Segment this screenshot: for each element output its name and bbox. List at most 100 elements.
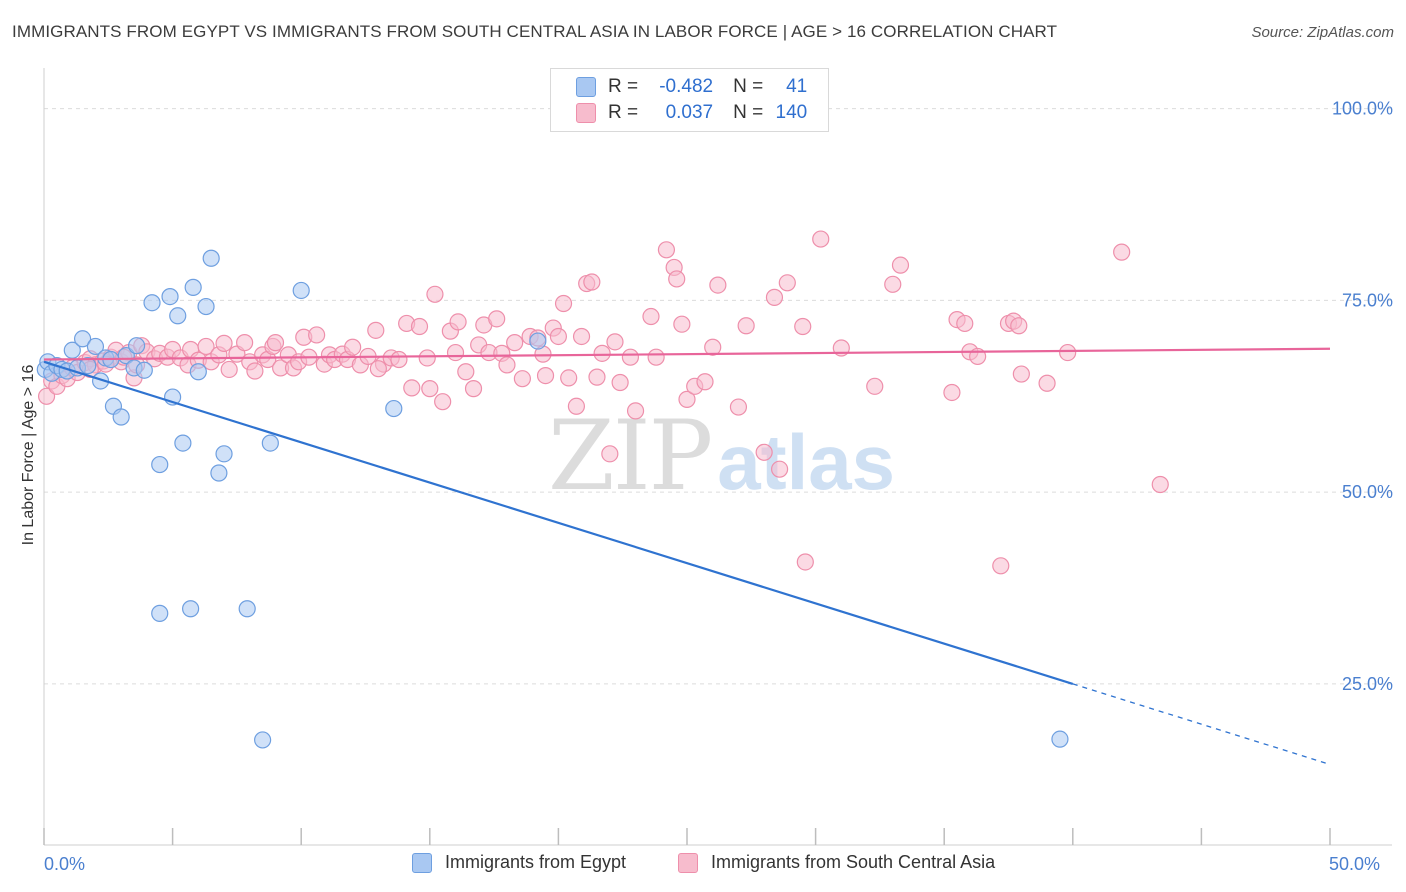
sca-point (367, 321, 385, 339)
egypt-swatch (576, 77, 596, 97)
legend-item-sca[interactable]: Immigrants from South Central Asia (678, 852, 995, 873)
sca-point (513, 370, 531, 388)
sca-point (572, 327, 591, 346)
sca-point (794, 317, 812, 336)
sca-point (657, 241, 676, 259)
sca-point (446, 343, 465, 362)
egypt-point (189, 363, 207, 381)
watermark-zip: ZIP (548, 400, 713, 512)
sca-point (770, 460, 789, 478)
egypt-point (151, 604, 169, 622)
egypt-point (210, 464, 228, 482)
egypt-point (127, 337, 146, 355)
x-tick-label: 50.0% (1329, 854, 1380, 874)
egypt-trend-extension (1072, 683, 1331, 766)
sca-point (560, 369, 578, 387)
y-tick-label: 75.0% (1342, 290, 1393, 310)
sca-point (457, 363, 475, 381)
sca-point (506, 334, 524, 352)
stats-legend-sca: R = 0.037 N = 140 (576, 100, 807, 126)
sca-point (410, 317, 429, 336)
sca-r-value: 0.037 (665, 102, 714, 123)
egypt-point (261, 434, 279, 452)
egypt-point (385, 399, 403, 418)
stats-legend-egypt: R = -0.482 N = 41 (576, 74, 807, 100)
sca-point (246, 362, 264, 380)
sca-point (369, 360, 387, 378)
sca-point (696, 373, 714, 391)
egypt-point (197, 297, 215, 316)
sca-point (668, 270, 686, 288)
stats-legend: R = -0.482 N = 41 R = 0.037 N = 140 (550, 68, 829, 132)
sca-point (236, 334, 254, 352)
egypt-point (169, 307, 187, 325)
sca-point (956, 314, 974, 333)
egypt-legend-swatch (412, 852, 432, 873)
sca-point (626, 402, 645, 420)
egypt-point (174, 434, 192, 452)
y-tick-label: 100.0% (1332, 99, 1393, 119)
sca-point (704, 338, 722, 356)
sca-point (449, 313, 467, 331)
sca-legend-swatch (678, 852, 698, 873)
series-legend: Immigrants from Egypt Immigrants from So… (0, 852, 1406, 878)
sca-point (554, 294, 573, 313)
sca-trend-line (43, 347, 1331, 361)
sca-point (588, 368, 606, 386)
egypt-point (254, 731, 272, 749)
n-label: N = (733, 76, 764, 97)
sca-point (601, 445, 619, 463)
sca-point (891, 256, 910, 274)
sca-swatch (576, 103, 596, 123)
sca-point (678, 390, 696, 408)
egypt-point (238, 600, 256, 618)
egypt-point (112, 408, 130, 426)
sca-point (673, 315, 691, 333)
egypt-point (161, 287, 179, 306)
sca-point (426, 285, 444, 303)
sca-point (390, 350, 408, 369)
sca-point (1010, 317, 1028, 335)
egypt-point (143, 294, 161, 312)
egypt-point (292, 281, 310, 300)
sca-legend-label: Immigrants from South Central Asia (711, 852, 996, 872)
egypt-point (1051, 730, 1069, 748)
sca-point (403, 379, 421, 397)
sca-point (498, 356, 516, 374)
sca-point (778, 274, 796, 292)
egypt-n-value: 41 (786, 76, 808, 97)
chart-title: IMMIGRANTS FROM EGYPT VS IMMIGRANTS FROM… (12, 22, 1058, 41)
sca-point (943, 383, 961, 402)
sca-point (1151, 475, 1169, 494)
sca-point (866, 377, 884, 395)
sca-point (606, 333, 624, 351)
sca-point (567, 397, 586, 415)
legend-item-egypt[interactable]: Immigrants from Egypt (412, 852, 626, 873)
egypt-point (73, 330, 92, 348)
sca-point (308, 326, 326, 344)
source-label: Source: ZipAtlas.com (1251, 24, 1394, 41)
sca-point (1012, 365, 1030, 383)
egypt-point (182, 600, 200, 618)
sca-point (755, 443, 773, 461)
sca-point (796, 553, 814, 571)
sca-point (1059, 343, 1077, 362)
watermark-atlas: atlas (717, 418, 896, 506)
sca-point (1113, 243, 1131, 261)
sca-point (197, 337, 215, 356)
egypt-trend-line (43, 360, 1074, 685)
sca-point (729, 398, 748, 416)
sca-point (344, 338, 362, 356)
sca-point (418, 349, 436, 367)
sca-point (549, 327, 568, 346)
n-label: N = (733, 102, 764, 123)
sca-point (642, 307, 660, 326)
sca-point (215, 334, 233, 352)
egypt-point (135, 361, 153, 379)
egypt-point (529, 332, 547, 350)
r-label: R = (608, 102, 639, 123)
sca-point (737, 317, 755, 335)
sca-point (812, 230, 830, 248)
sca-point (220, 360, 238, 379)
